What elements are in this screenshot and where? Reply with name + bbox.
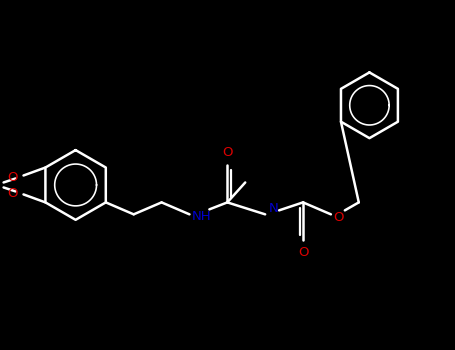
Text: NH: NH [192, 210, 211, 223]
Text: O: O [334, 211, 344, 224]
Text: N: N [268, 202, 278, 215]
Text: O: O [7, 187, 18, 200]
Text: O: O [222, 146, 233, 159]
Text: O: O [298, 246, 308, 259]
Text: O: O [7, 171, 18, 184]
